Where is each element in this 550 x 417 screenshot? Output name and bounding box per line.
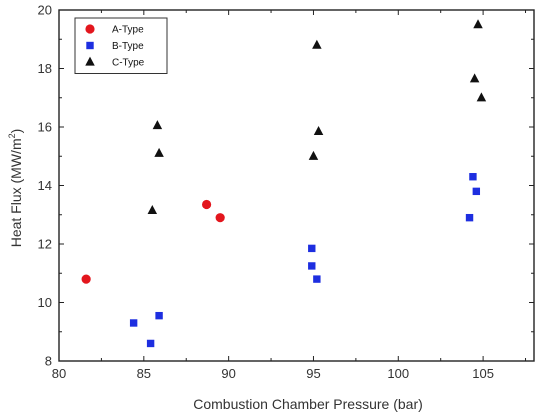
- data-point-a-type: [81, 274, 91, 284]
- data-point-c-type: [473, 19, 483, 29]
- x-tick-label: 85: [137, 366, 151, 381]
- data-point-a-type: [215, 213, 225, 223]
- x-tick-label: 90: [221, 366, 235, 381]
- legend-marker-c-type: [85, 56, 95, 66]
- legend: A-Type B-Type C-Type: [74, 17, 168, 74]
- data-point-c-type: [469, 73, 480, 83]
- y-axis-title-end: ): [8, 129, 24, 134]
- y-tick-label: 20: [38, 3, 52, 18]
- data-point-b-type: [469, 173, 477, 181]
- x-axis-title: Combustion Chamber Pressure (bar): [193, 396, 423, 412]
- data-point-c-type: [476, 92, 487, 102]
- data-point-b-type: [129, 319, 138, 327]
- data-point-b-type: [308, 262, 316, 270]
- y-tick-label: 8: [45, 354, 52, 369]
- ticks-group: 80 85 90 95 100 105 8 10 12 14 16 18 20: [38, 3, 534, 381]
- legend-label-b-type: B-Type: [112, 41, 144, 52]
- data-point-c-type: [152, 120, 163, 130]
- data-point-b-type: [465, 213, 474, 222]
- data-point-c-type: [147, 204, 158, 214]
- data-point-c-type: [312, 39, 322, 49]
- data-point-c-type: [313, 125, 324, 135]
- data-point-b-type: [146, 339, 155, 348]
- y-tick-label: 14: [38, 178, 52, 193]
- legend-label-a-type: A-Type: [112, 25, 144, 36]
- data-point-c-type: [154, 147, 164, 157]
- x-tick-label: 80: [52, 366, 66, 381]
- data-point-b-type: [313, 275, 321, 283]
- legend-marker-a-type: [85, 24, 95, 34]
- data-point-b-type: [308, 244, 316, 253]
- y-axis-title-main: Heat Flux (MW/m: [8, 138, 24, 247]
- legend-label-c-type: C-Type: [112, 58, 145, 69]
- y-tick-label: 16: [38, 120, 52, 135]
- y-tick-label: 18: [38, 61, 52, 76]
- legend-marker-b-type: [86, 41, 94, 50]
- y-tick-label: 10: [38, 295, 52, 310]
- x-tick-label: 95: [306, 366, 320, 381]
- data-point-b-type: [155, 311, 163, 320]
- y-axis-title-superscript: 2: [7, 133, 17, 138]
- data-point-b-type: [472, 187, 481, 196]
- x-tick-label: 100: [387, 366, 409, 381]
- y-tick-label: 12: [38, 237, 52, 252]
- y-axis-title: Heat Flux (MW/m2): [7, 129, 24, 248]
- data-point-a-type: [201, 199, 212, 210]
- x-tick-label: 105: [472, 366, 494, 381]
- data-point-c-type: [308, 150, 319, 160]
- markers-group: [81, 19, 487, 348]
